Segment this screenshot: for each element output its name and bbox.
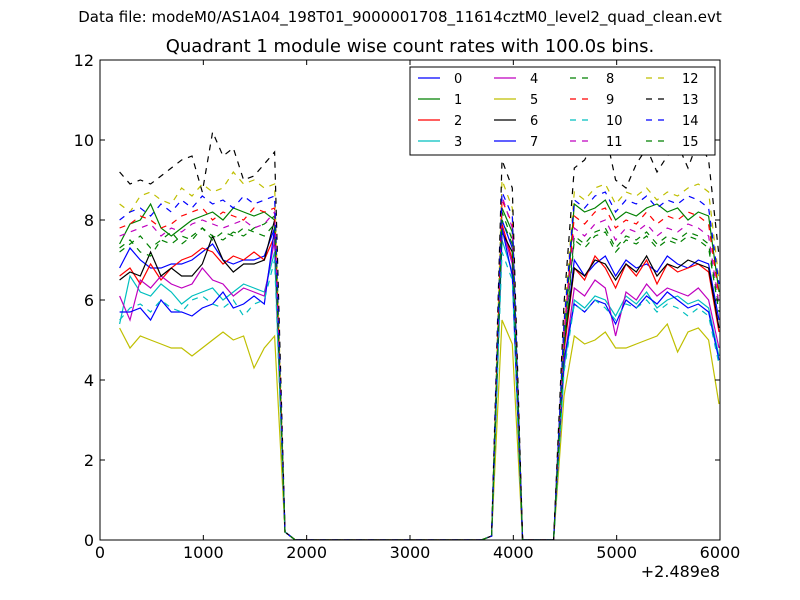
series-line-1: [119, 199, 720, 540]
legend-label-4: 4: [530, 72, 538, 87]
series-line-13: [119, 129, 720, 540]
y-tick-label: 6: [84, 291, 94, 310]
legend-label-3: 3: [454, 135, 462, 150]
legend-label-9: 9: [606, 93, 614, 108]
x-tick-label: 6000: [700, 543, 741, 562]
series-line-3: [119, 239, 720, 540]
x-tick-label: 4000: [493, 543, 534, 562]
legend-label-15: 15: [682, 135, 699, 150]
x-tick-label: 3000: [390, 543, 431, 562]
legend-label-10: 10: [606, 114, 623, 129]
legend-label-7: 7: [530, 135, 538, 150]
series-line-7: [119, 227, 720, 540]
legend-label-2: 2: [454, 114, 462, 129]
legend-label-8: 8: [606, 72, 614, 87]
legend-label-14: 14: [682, 114, 699, 129]
figure-suptitle: Data file: modeM0/AS1A04_198T01_90000017…: [78, 8, 722, 26]
y-tick-label: 0: [84, 531, 94, 550]
series-line-12: [119, 170, 720, 540]
series-line-4: [119, 227, 720, 540]
series-line-15: [119, 219, 720, 540]
legend-label-13: 13: [682, 93, 699, 108]
x-tick-label: 5000: [596, 543, 637, 562]
series-line-2: [119, 223, 720, 540]
legend-label-12: 12: [682, 72, 699, 87]
series-layer: [119, 129, 720, 540]
x-tick-label: 1000: [183, 543, 224, 562]
legend-label-6: 6: [530, 114, 538, 129]
legend-frame: [409, 66, 716, 156]
x-tick-label: 0: [95, 543, 105, 562]
series-line-8: [119, 211, 720, 540]
series-line-10: [119, 251, 720, 540]
series-line-11: [119, 195, 720, 540]
legend-label-11: 11: [606, 135, 623, 150]
y-tick-label: 10: [74, 131, 94, 150]
legend-label-5: 5: [530, 93, 538, 108]
legend-label-1: 1: [454, 93, 462, 108]
x-tick-label: 2000: [286, 543, 327, 562]
y-tick-label: 2: [84, 451, 94, 470]
y-tick-label: 8: [84, 211, 94, 230]
legend-label-0: 0: [454, 72, 462, 87]
y-tick-label: 4: [84, 371, 94, 390]
series-line-0: [119, 219, 720, 540]
chart-title: Quadrant 1 module wise count rates with …: [165, 36, 655, 57]
series-line-5: [119, 319, 720, 540]
series-line-6: [119, 219, 720, 540]
x-offset-label: +2.489e8: [640, 562, 720, 581]
y-tick-label: 12: [74, 51, 94, 70]
